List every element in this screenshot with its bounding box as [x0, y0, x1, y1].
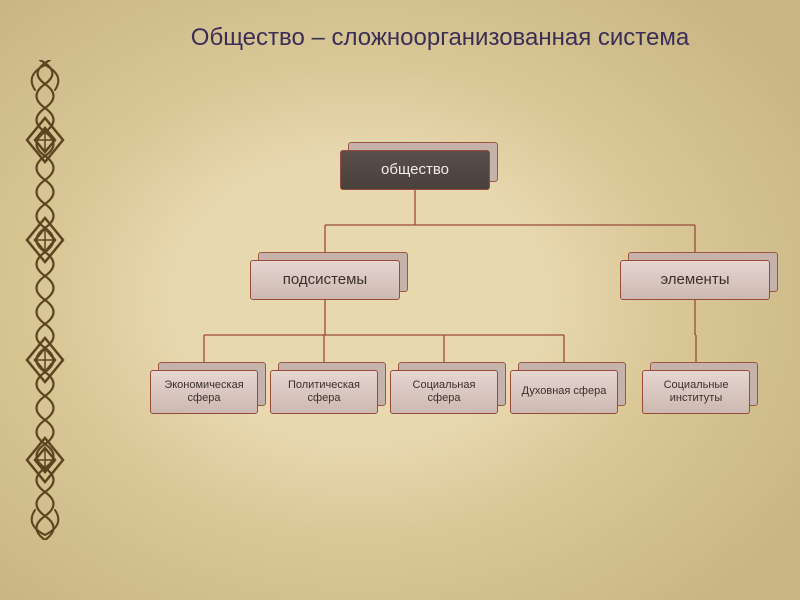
- node-label: Социальные институты: [647, 379, 745, 405]
- node-root: общество: [340, 150, 490, 190]
- hierarchy-chart: обществоподсистемыэлементыЭкономическая …: [180, 140, 780, 500]
- node-label: элементы: [660, 271, 729, 289]
- node-elem: элементы: [620, 260, 770, 300]
- node-polit: Политическая сфера: [270, 370, 378, 414]
- node-label: Экономическая сфера: [155, 379, 253, 405]
- node-inst: Социальные институты: [642, 370, 750, 414]
- node-label: Политическая сфера: [275, 379, 373, 405]
- node-label: Социальная сфера: [395, 379, 493, 405]
- node-spirit: Духовная сфера: [510, 370, 618, 414]
- node-label: подсистемы: [283, 271, 367, 289]
- node-econ: Экономическая сфера: [150, 370, 258, 414]
- node-label: общество: [381, 161, 449, 179]
- page-title: Общество – сложноорганизованная система: [100, 24, 780, 52]
- page-title-text: Общество – сложноорганизованная система: [191, 24, 689, 51]
- node-soc: Социальная сфера: [390, 370, 498, 414]
- node-label: Духовная сфера: [522, 385, 607, 398]
- connector-lines: [180, 140, 780, 500]
- node-sub: подсистемы: [250, 260, 400, 300]
